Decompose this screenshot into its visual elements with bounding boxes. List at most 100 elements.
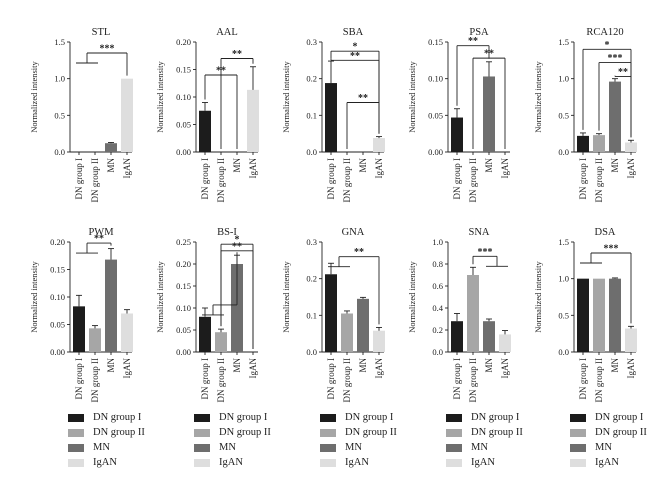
y-tick-label: 0.00 [176, 347, 191, 357]
bar [577, 135, 589, 152]
y-tick-label: 0.0 [558, 147, 569, 157]
legend-swatch [570, 443, 586, 452]
legend-label: DN group I [93, 412, 142, 423]
significance-label: * [353, 42, 358, 53]
legend-label: DN group II [471, 427, 523, 438]
category-label: MN [232, 358, 242, 373]
category-label: DN group II [90, 158, 100, 203]
bar [625, 142, 637, 152]
legend-item: DN group I [68, 410, 145, 425]
legend-label: DN group II [219, 427, 271, 438]
significance-label: ** [232, 241, 242, 252]
y-tick-label: 0.3 [306, 37, 317, 47]
legend-label: MN [345, 442, 362, 453]
y-tick-label: 0.0 [432, 347, 443, 357]
chart-rca120: RCA120 Normalized intensity 0.0 0.5 1.0 1.5 DN… [533, 27, 637, 203]
chart-aal: AAL Normalized intensity 0.00 0.05 0.10 0.15 0… [155, 27, 259, 203]
bar [357, 298, 369, 352]
legend-label: MN [93, 442, 110, 453]
legend-label: MN [471, 442, 488, 453]
legend-item: MN [320, 440, 397, 455]
significance-label: ** [350, 51, 360, 62]
y-tick-label: 0.2 [306, 74, 317, 84]
y-axis-label: Normalized intensity [407, 260, 417, 332]
y-tick-label: 0.4 [432, 303, 443, 313]
legend-swatch [320, 443, 336, 452]
bar [199, 110, 211, 152]
y-tick-label: 0.2 [306, 274, 317, 284]
bar [105, 259, 117, 352]
legend-label: IgAN [595, 457, 619, 468]
legend-swatch [446, 413, 462, 422]
category-label: DN group I [326, 358, 336, 400]
y-tick-label: 0.0 [558, 347, 569, 357]
legend-item: MN [570, 440, 647, 455]
category-label: MN [610, 358, 620, 373]
legend-swatch [68, 443, 84, 452]
y-axis-label: Normalized intensity [281, 60, 291, 132]
significance-label: ** [232, 49, 242, 60]
y-tick-label: 1.0 [432, 237, 443, 247]
category-label: DN group I [452, 158, 462, 200]
legend-item: DN group I [194, 410, 271, 425]
significance-label: ** [618, 67, 628, 78]
y-tick-label: 0.00 [50, 347, 65, 357]
legend-item: DN group II [570, 425, 647, 440]
y-tick-label: 0.8 [432, 259, 443, 269]
legend-item: DN group II [68, 425, 145, 440]
bar [231, 264, 243, 352]
y-tick-label: 0.15 [176, 281, 191, 291]
chart-title: AAL [216, 27, 238, 38]
chart-title: DSA [594, 227, 615, 238]
y-axis-label: Normalized intensity [29, 260, 39, 332]
bar [593, 135, 605, 152]
category-label: DN group II [468, 158, 478, 203]
legend-item: DN group I [570, 410, 647, 425]
category-label: DN group II [468, 358, 478, 403]
significance-label: *** [100, 44, 115, 55]
category-label: IgAN [626, 358, 636, 379]
y-tick-label: 0.1 [306, 310, 317, 320]
y-tick-label: 1.5 [54, 37, 65, 47]
y-tick-label: 0.2 [432, 325, 443, 335]
category-label: IgAN [500, 358, 510, 379]
chart-pwm: PWM Normalized intensity 0.00 0.05 0.10 0.15 0… [29, 227, 133, 403]
category-label: IgAN [500, 158, 510, 179]
legend-swatch [570, 458, 586, 467]
chart-gna: GNA Normalized intensity 0.0 0.1 0.2 0.3 DN gr… [281, 227, 385, 403]
bar [483, 76, 495, 152]
legend-swatch [446, 443, 462, 452]
category-label: DN group I [74, 158, 84, 200]
legend-label: DN group I [345, 412, 394, 423]
y-tick-label: 0.10 [50, 292, 65, 302]
category-label: DN group II [216, 358, 226, 403]
y-tick-label: 0.6 [432, 281, 443, 291]
bar [499, 334, 511, 352]
bar [483, 321, 495, 352]
legend-label: DN group I [471, 412, 520, 423]
legend-item: MN [446, 440, 523, 455]
category-label: IgAN [626, 158, 636, 179]
category-label: DN group I [452, 358, 462, 400]
category-label: DN group I [74, 358, 84, 400]
legend-item: DN group I [446, 410, 523, 425]
chart-title: SNA [468, 227, 489, 238]
category-label: DN group I [578, 158, 588, 200]
category-label: DN group II [594, 358, 604, 403]
category-label: IgAN [248, 358, 258, 379]
category-label: MN [232, 158, 242, 173]
chart-title: PWM [88, 227, 114, 238]
legend-swatch [446, 458, 462, 467]
y-tick-label: 1.0 [558, 274, 569, 284]
category-label: MN [484, 358, 494, 373]
y-tick-label: 0.20 [50, 237, 65, 247]
y-tick-label: 0.10 [428, 74, 443, 84]
chart-title: STL [92, 27, 111, 38]
legend-label: DN group II [345, 427, 397, 438]
significance-label: ** [468, 36, 478, 47]
bar [89, 328, 101, 352]
bar [199, 316, 211, 352]
bar [325, 274, 337, 352]
significance-label: ** [354, 247, 364, 258]
legend-label: DN group II [93, 427, 145, 438]
